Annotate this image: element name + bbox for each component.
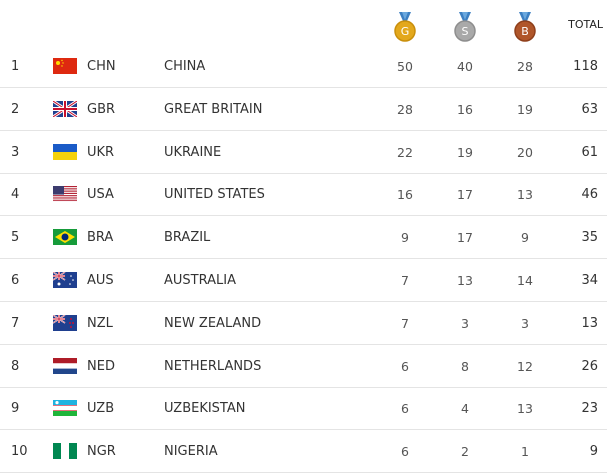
silver-count: 40 [457,59,473,74]
gold-count: 6 [401,401,409,417]
rank: 5 [11,230,20,246]
table-row: 7 NZL NEW ZEALAND 7 3 3 13 [0,302,607,345]
country-code: CHN [87,59,116,74]
country-code: UZB [87,401,115,417]
flag [53,400,77,417]
table-row: 10 NGR NIGERIA 6 2 1 9 [0,430,607,473]
total-count: 61 [581,144,598,160]
table-header: TOTAL G S B [0,0,607,45]
country-code: NGR [87,444,116,460]
medal-letter: B [521,25,529,38]
country-name: NIGERIA [164,444,218,460]
silver-count: 19 [457,144,473,160]
bronze-count: 14 [517,273,533,288]
total-count: 35 [581,230,598,246]
table-row: 4 USA UNITED STATES 16 17 13 46 [0,173,607,217]
table-row: 8 NED NETHERLANDS 6 8 12 26 [0,345,607,388]
silver-count: 3 [461,315,469,331]
gold-count: 6 [401,444,409,460]
total-count: 9 [589,444,598,460]
country-name: UZBEKISTAN [164,401,246,417]
medal-icon: G [394,12,416,42]
table-row: 9 UZB UZBEKISTAN 6 4 13 23 [0,387,607,431]
rank: 3 [11,144,20,160]
total-count: 13 [581,315,598,331]
rank: 6 [11,273,20,288]
country-name: UKRAINE [164,144,222,160]
gold-count: 9 [401,230,409,246]
gold-count: 7 [401,315,409,331]
gold-count: 28 [397,101,413,117]
gold-count: 6 [401,358,409,374]
country-name: BRAZIL [164,230,211,246]
bronze-count: 1 [521,444,529,460]
rank: 8 [11,358,20,374]
country-name: CHINA [164,59,206,74]
country-code: USA [87,187,114,203]
medal-letter: S [462,25,469,38]
bronze-count: 12 [517,358,533,374]
table-row: 6 AUS AUSTRALIA 7 13 14 34 [0,259,607,302]
rank: 9 [11,401,20,417]
total-header: TOTAL [568,18,603,31]
country-name: GREAT BRITAIN [164,101,263,117]
bronze-count: 20 [517,144,533,160]
country-code: NED [87,358,115,374]
table-row: 5 BRA BRAZIL 9 17 9 35 [0,216,607,260]
gold-count: 7 [401,273,409,288]
rank: 4 [11,187,20,203]
flag [53,186,77,203]
bronze-count: 28 [517,59,533,74]
silver-count: 17 [457,230,473,246]
flag [53,58,77,74]
medal-icon: S [454,12,476,42]
rank: 1 [11,59,20,74]
flag [53,272,77,288]
total-count: 26 [581,358,598,374]
total-count: 118 [573,59,598,74]
country-name: NEW ZEALAND [164,315,262,331]
bronze-count: 13 [517,187,533,203]
gold-count: 22 [397,144,413,160]
country-name: NETHERLANDS [164,358,262,374]
country-code: AUS [87,273,114,288]
total-count: 63 [581,101,598,117]
table-row: 3 UKR UKRAINE 22 19 20 61 [0,131,607,174]
country-code: GBR [87,101,116,117]
medal-letter: G [401,25,410,38]
country-code: NZL [87,315,113,331]
gold-count: 16 [397,187,413,203]
flag [53,443,77,460]
bronze-count: 13 [517,401,533,417]
flag [53,100,77,117]
flag [53,357,77,374]
rank: 7 [11,315,20,331]
medal-icon: B [514,12,536,42]
bronze-count: 9 [521,230,529,246]
table-row: 1 CHN CHINA 50 40 28 118 [0,45,607,88]
silver-count: 13 [457,273,473,288]
country-name: AUSTRALIA [164,273,236,288]
rank: 10 [11,444,28,460]
total-count: 23 [581,401,598,417]
total-count: 34 [581,273,598,288]
rank: 2 [11,101,20,117]
bronze-count: 3 [521,315,529,331]
country-name: UNITED STATES [164,187,265,203]
silver-count: 17 [457,187,473,203]
country-code: UKR [87,144,115,160]
silver-count: 4 [461,401,469,417]
gold-count: 50 [397,59,413,74]
country-code: BRA [87,230,114,246]
flag [53,229,77,246]
bronze-count: 19 [517,101,533,117]
silver-count: 8 [461,358,469,374]
flag [53,314,77,331]
silver-count: 16 [457,101,473,117]
flag [53,143,77,160]
silver-count: 2 [461,444,469,460]
total-count: 46 [581,187,598,203]
table-row: 2 GBR GREAT BRITAIN 28 16 19 63 [0,88,607,131]
